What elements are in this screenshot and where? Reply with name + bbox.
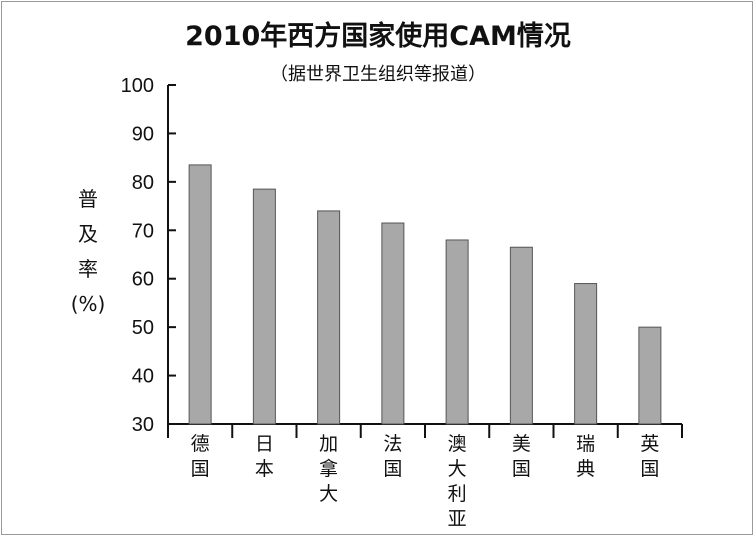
x-tick-label: 日本: [255, 433, 274, 480]
y-tick-label: 40: [132, 366, 154, 388]
y-tick-label: 70: [132, 220, 154, 242]
y-axis-label-char: (%): [70, 292, 106, 316]
x-tick-label: 英国: [640, 433, 659, 480]
y-axis-label: 普及率 (%): [58, 182, 118, 322]
y-tick-label: 80: [132, 172, 154, 194]
y-tick-label: 90: [132, 123, 154, 145]
x-tick-label: 瑞典: [576, 433, 595, 480]
bar: [638, 326, 662, 425]
bar: [317, 210, 341, 425]
bar: [574, 283, 598, 425]
y-tick-label: 60: [132, 269, 154, 291]
bar: [188, 164, 212, 425]
y-tick-label: 30: [132, 414, 154, 436]
x-tick-label: 美国: [512, 433, 531, 480]
bar: [509, 246, 533, 425]
bar: [252, 188, 276, 425]
bar: [445, 239, 469, 425]
y-tick-label: 100: [121, 75, 154, 97]
y-tick-label: 50: [132, 317, 154, 339]
x-tick-label: 加拿大: [319, 433, 338, 505]
y-axis-label-char: 及: [78, 222, 98, 246]
y-axis-label-char: 普: [78, 187, 98, 211]
chart-title: 2010年西方国家使用CAM情况: [185, 21, 571, 52]
bar: [381, 222, 405, 425]
x-tick-label: 德国: [191, 433, 210, 480]
chart-subtitle: （据世界卫生组织等报道）: [270, 64, 486, 85]
x-tick-label: 澳大利亚: [448, 433, 467, 530]
y-axis-label-char: 率: [78, 257, 98, 281]
x-tick-label: 法国: [383, 433, 402, 480]
